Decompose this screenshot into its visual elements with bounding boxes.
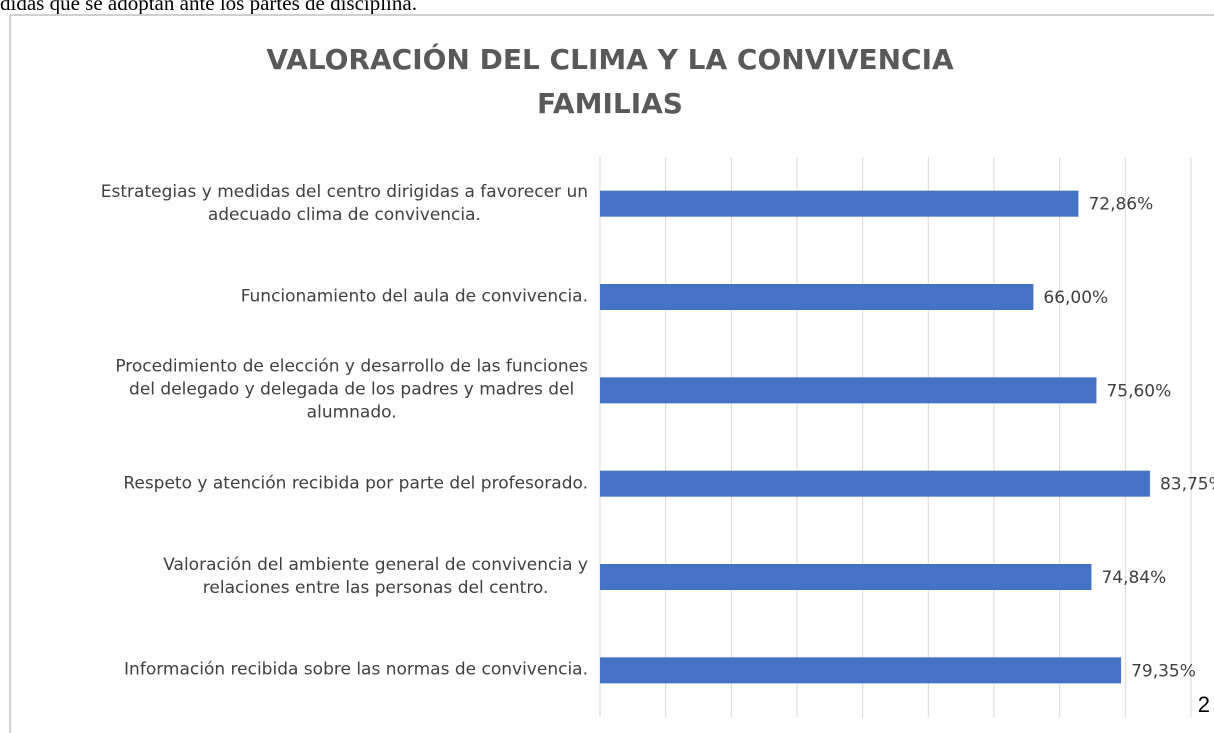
- bar: [600, 190, 1079, 217]
- category-label: Respeto y atención recibida por parte de…: [123, 473, 588, 494]
- bar: [600, 377, 1097, 404]
- category-label: Valoración del ambiente general de convi…: [163, 555, 588, 598]
- document-text: didas que se adoptan ante los partes de …: [0, 0, 417, 15]
- category-label: Funcionamiento del aula de convivencia.: [240, 286, 588, 307]
- value-label: 74,84%: [1101, 568, 1166, 588]
- category-label: Procedimiento de elección y desarrollo d…: [115, 356, 588, 423]
- value-label: 75,60%: [1106, 381, 1171, 401]
- chart-title: VALORACIÓN DEL CLIMA Y LA CONVIVENCIA FA…: [266, 43, 954, 120]
- bar: [600, 657, 1122, 684]
- value-label: 66,00%: [1043, 288, 1108, 308]
- category-label: Estrategias y medidas del centro dirigid…: [100, 181, 588, 225]
- bar: [600, 284, 1034, 310]
- value-label: 83,75%: [1160, 475, 1214, 495]
- value-label: 79,35%: [1131, 661, 1196, 681]
- bar: [600, 564, 1092, 590]
- value-label: 72,86%: [1088, 195, 1153, 215]
- bar: [600, 470, 1150, 497]
- category-label: Información recibida sobre las normas de…: [124, 659, 588, 680]
- page-number: 2: [1197, 692, 1210, 717]
